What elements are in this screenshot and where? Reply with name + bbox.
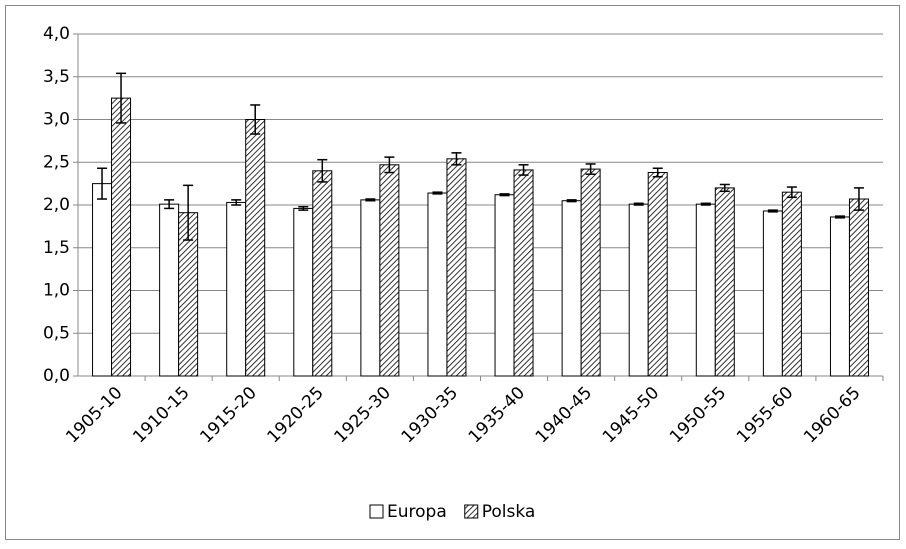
legend-label: Europa xyxy=(387,502,447,522)
bar xyxy=(628,203,649,377)
y-tick-label: 4,0 xyxy=(43,24,70,44)
bar xyxy=(513,169,534,377)
bar xyxy=(226,201,247,377)
y-tick-label: 3,5 xyxy=(43,67,70,87)
bar xyxy=(427,192,448,377)
bar xyxy=(714,187,735,377)
bar xyxy=(312,170,333,377)
bar xyxy=(360,199,381,377)
bar xyxy=(159,203,180,377)
bar xyxy=(647,172,668,377)
bar xyxy=(245,119,266,377)
y-tick-label: 1,5 xyxy=(43,238,70,258)
legend-label: Polska xyxy=(482,502,536,522)
bar xyxy=(781,191,802,377)
y-tick-label: 2,0 xyxy=(43,195,70,215)
legend-swatch xyxy=(464,504,479,519)
y-tick-label: 1,0 xyxy=(43,281,70,301)
bar xyxy=(848,198,869,377)
bar xyxy=(494,194,515,377)
y-tick-label: 0,0 xyxy=(43,366,70,386)
y-tick-label: 2,5 xyxy=(43,152,70,172)
y-tick-label: 0,5 xyxy=(43,323,70,343)
bar xyxy=(762,210,783,377)
bar xyxy=(293,207,314,377)
bar xyxy=(92,183,113,377)
bar xyxy=(379,164,400,377)
bar xyxy=(580,168,601,377)
bar xyxy=(695,203,716,377)
y-tick-label: 3,0 xyxy=(43,110,70,130)
bar xyxy=(111,97,132,377)
bar xyxy=(561,200,582,377)
bar xyxy=(446,158,467,377)
legend-swatch xyxy=(369,504,384,519)
bar xyxy=(829,216,850,377)
